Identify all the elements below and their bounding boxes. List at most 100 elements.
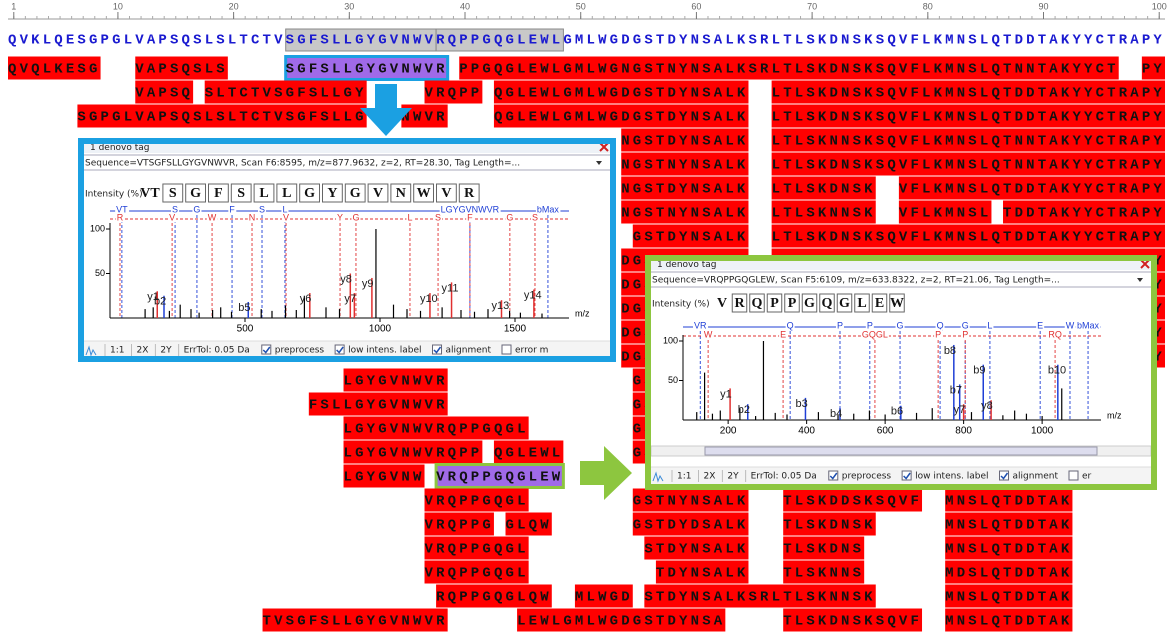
ladder-label: G bbox=[193, 204, 200, 214]
tag-letter: VT bbox=[140, 186, 160, 201]
tag-letter: R bbox=[734, 296, 745, 311]
toolbar-button[interactable]: ErrTol: 0.05 Da bbox=[184, 346, 250, 356]
ladder-label: P bbox=[837, 320, 843, 330]
toolbar-button[interactable]: 2Y bbox=[160, 346, 172, 356]
tag-letter: Y bbox=[327, 186, 337, 201]
ruler-label: 90 bbox=[1039, 1, 1049, 11]
spectrum-window: 1 denovo tag Sequence=VRQPPGQGLEW, Scan F… bbox=[645, 255, 1157, 490]
x-tick-label: 400 bbox=[798, 426, 815, 437]
ladder-label-bg bbox=[228, 204, 237, 215]
checkbox[interactable] bbox=[261, 344, 272, 355]
match-block bbox=[401, 104, 448, 128]
peak-label: b3 bbox=[795, 398, 807, 410]
match-block bbox=[771, 128, 1165, 152]
checkbox-label[interactable]: low intens. label bbox=[348, 346, 421, 356]
ladder-label: GQGL bbox=[862, 329, 888, 339]
x-tick-label: 200 bbox=[720, 426, 737, 437]
checkbox[interactable] bbox=[334, 344, 345, 355]
reference-row: QVKLQESGPGLVAPSQSLSLTCTVSGFSLLGYGVNWVRQP… bbox=[8, 33, 1162, 49]
checkbox-label[interactable]: er bbox=[1082, 472, 1092, 482]
ladder-label: bMax bbox=[537, 204, 560, 214]
ladder-label: E bbox=[780, 329, 786, 339]
checkbox[interactable] bbox=[999, 470, 1010, 481]
checkbox-label[interactable]: low intens. label bbox=[915, 472, 988, 482]
ladder-label: Y bbox=[337, 212, 343, 222]
match-block bbox=[632, 512, 749, 536]
ruler-label: 100 bbox=[1152, 1, 1167, 11]
match-block bbox=[308, 392, 448, 416]
scroll-thumb bbox=[704, 446, 1098, 456]
match-block bbox=[771, 200, 876, 224]
ladder-label-bg bbox=[785, 320, 795, 331]
match-block bbox=[424, 80, 483, 104]
tag-box bbox=[801, 293, 818, 313]
ladder-label-bg bbox=[115, 204, 130, 215]
ladder-label-bg bbox=[1036, 320, 1045, 331]
toolbar-button[interactable]: 2X bbox=[703, 472, 715, 482]
window-title: 1 denovo tag bbox=[90, 143, 150, 153]
checkbox[interactable] bbox=[1068, 470, 1079, 481]
ladder-label: G bbox=[962, 320, 969, 330]
ladder-label: VT bbox=[116, 204, 128, 214]
checkbox-label[interactable]: preprocess bbox=[842, 472, 892, 482]
tag-box bbox=[208, 183, 229, 203]
ladder-label: R bbox=[117, 212, 124, 222]
tag-box bbox=[185, 183, 206, 203]
checkbox[interactable] bbox=[901, 470, 912, 481]
checkbox-label[interactable]: error m bbox=[515, 346, 548, 356]
match-block bbox=[343, 440, 483, 464]
close-icon bbox=[599, 142, 609, 152]
ladder-label: L bbox=[407, 212, 412, 222]
match-block bbox=[8, 56, 101, 80]
peptide-row: VRQPPGQGL TDYNSALK TLSKNNS MDSLQTDDTAK bbox=[8, 566, 1070, 582]
match-block bbox=[783, 536, 865, 560]
y-tick-label: 100 bbox=[90, 223, 105, 233]
peak-label: y7 bbox=[954, 404, 966, 416]
checkbox[interactable] bbox=[828, 470, 839, 481]
checkbox[interactable] bbox=[432, 344, 443, 355]
ladder-label-bg bbox=[530, 212, 539, 223]
checkbox-label[interactable]: preprocess bbox=[275, 346, 325, 356]
green-arrow bbox=[580, 446, 632, 500]
ladder-label-bg bbox=[835, 320, 845, 331]
match-block bbox=[493, 80, 749, 104]
match-block bbox=[945, 560, 1073, 584]
peptide-row: VRQPPGQGL STDYNSALK TLSKDNS MNSLQTDDTAK bbox=[8, 542, 1070, 558]
x-tick-label: 600 bbox=[877, 426, 894, 437]
match-block bbox=[1141, 56, 1165, 80]
tag-letter: L bbox=[259, 186, 268, 201]
toolbar-button[interactable]: 1:1 bbox=[677, 472, 691, 482]
tag-letter: F bbox=[214, 186, 223, 201]
ladder-label-bg bbox=[351, 212, 361, 223]
toolbar-button[interactable]: ErrTol: 0.05 Da bbox=[751, 472, 817, 482]
ladder-label: G bbox=[352, 212, 359, 222]
peak-label: b8 bbox=[944, 345, 956, 357]
checkbox-label[interactable]: alignment bbox=[446, 346, 492, 356]
match-block bbox=[945, 584, 1073, 608]
ladder-label-bg bbox=[466, 212, 475, 223]
match-block bbox=[783, 488, 923, 512]
ladder-label-bg bbox=[247, 212, 257, 223]
tag-letter: Q bbox=[822, 296, 833, 311]
tag-letter: L bbox=[857, 296, 866, 311]
tag-letter: G bbox=[350, 186, 361, 201]
ladder-label-bg bbox=[702, 329, 714, 340]
ruler-label: 30 bbox=[344, 1, 354, 11]
close-icon bbox=[1140, 259, 1150, 269]
tag-box bbox=[836, 293, 853, 313]
toolbar-button[interactable]: 2Y bbox=[727, 472, 739, 482]
checkmark bbox=[433, 346, 442, 354]
tag-letter: P bbox=[770, 296, 779, 311]
checkbox-label[interactable]: alignment bbox=[1013, 472, 1059, 482]
toolbar-button[interactable]: 2X bbox=[136, 346, 148, 356]
ladder-label-bg bbox=[115, 212, 125, 223]
checkbox[interactable] bbox=[501, 344, 512, 355]
x-tick-label: 500 bbox=[237, 324, 254, 335]
match-block bbox=[505, 512, 552, 536]
popups: 1 denovo tag Sequence=VTSGFSLLGYGVNWVR, S… bbox=[78, 138, 1157, 490]
match-block bbox=[621, 200, 749, 224]
toolbar-button[interactable]: 1:1 bbox=[110, 346, 124, 356]
ladder-label-bg bbox=[895, 320, 905, 331]
match-block bbox=[424, 560, 529, 584]
